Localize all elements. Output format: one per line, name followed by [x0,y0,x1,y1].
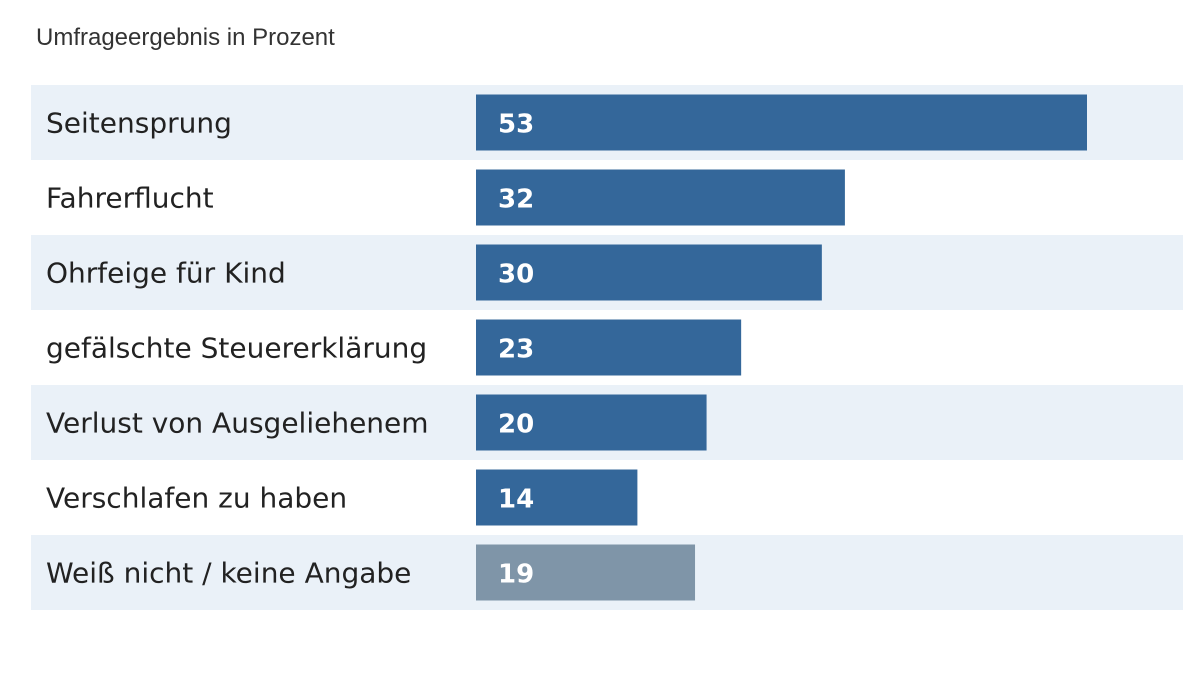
data-label: 20 [498,410,534,440]
bar [476,319,742,376]
data-label: 19 [498,560,534,590]
category-label: Verschlafen zu haben [46,482,347,515]
category-label: Seitensprung [46,107,232,140]
chart-subtitle: Umfrageergebnis in Prozent [36,24,335,51]
data-label: 23 [498,335,534,365]
bar [476,244,822,301]
data-label: 53 [498,110,534,140]
bar [476,94,1087,151]
data-label: 30 [498,260,534,290]
bar [476,169,845,226]
data-label: 14 [498,485,534,515]
category-label: Weiß nicht / keine Angabe [46,557,411,590]
bar [476,544,696,601]
category-label: Verlust von Ausgeliehenem [46,407,429,440]
category-label: Fahrerflucht [46,182,214,215]
data-label: 32 [498,185,534,215]
bar [476,469,638,526]
category-label: gefälschte Steuererklärung [46,332,427,365]
category-label: Ohrfeige für Kind [46,257,286,290]
bar [476,394,707,451]
